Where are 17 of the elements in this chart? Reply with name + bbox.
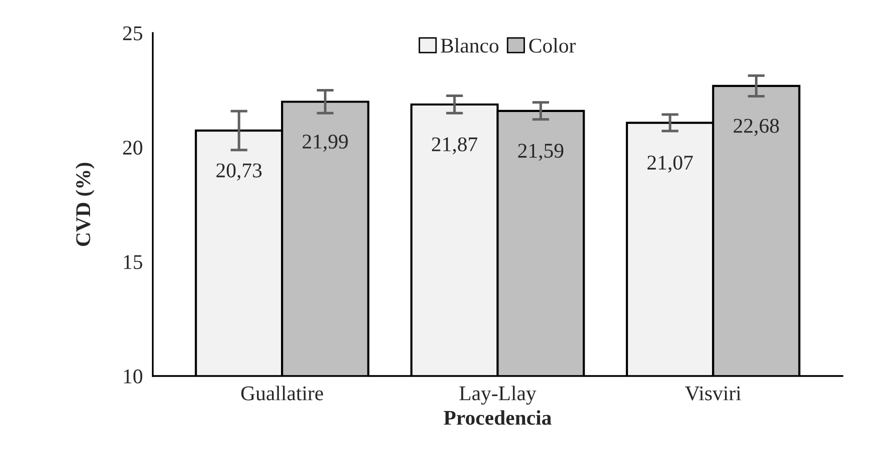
data-label: 21,99 bbox=[302, 134, 348, 152]
y-tick-label: 10 bbox=[124, 369, 142, 384]
legend-label: Blanco bbox=[440, 38, 498, 53]
y-tick-label: 25 bbox=[123, 26, 142, 40]
y-axis-title: CVD (%) bbox=[76, 162, 94, 246]
data-label: 20,73 bbox=[216, 163, 262, 180]
x-axis-title: Procedencia bbox=[444, 410, 552, 425]
data-label: 21,59 bbox=[518, 144, 564, 161]
data-label: 21,07 bbox=[648, 156, 693, 173]
data-label: 22,68 bbox=[734, 118, 779, 136]
y-tick-label: 20 bbox=[123, 140, 142, 155]
legend-label: Color bbox=[529, 38, 576, 53]
x-tick-label: Guallatire bbox=[241, 386, 324, 400]
y-tick-label: 15 bbox=[124, 255, 142, 270]
data-label: 21,87 bbox=[432, 137, 478, 154]
x-tick-label: Lay-Llay bbox=[459, 386, 536, 405]
x-tick-label: Visviri bbox=[685, 386, 742, 400]
